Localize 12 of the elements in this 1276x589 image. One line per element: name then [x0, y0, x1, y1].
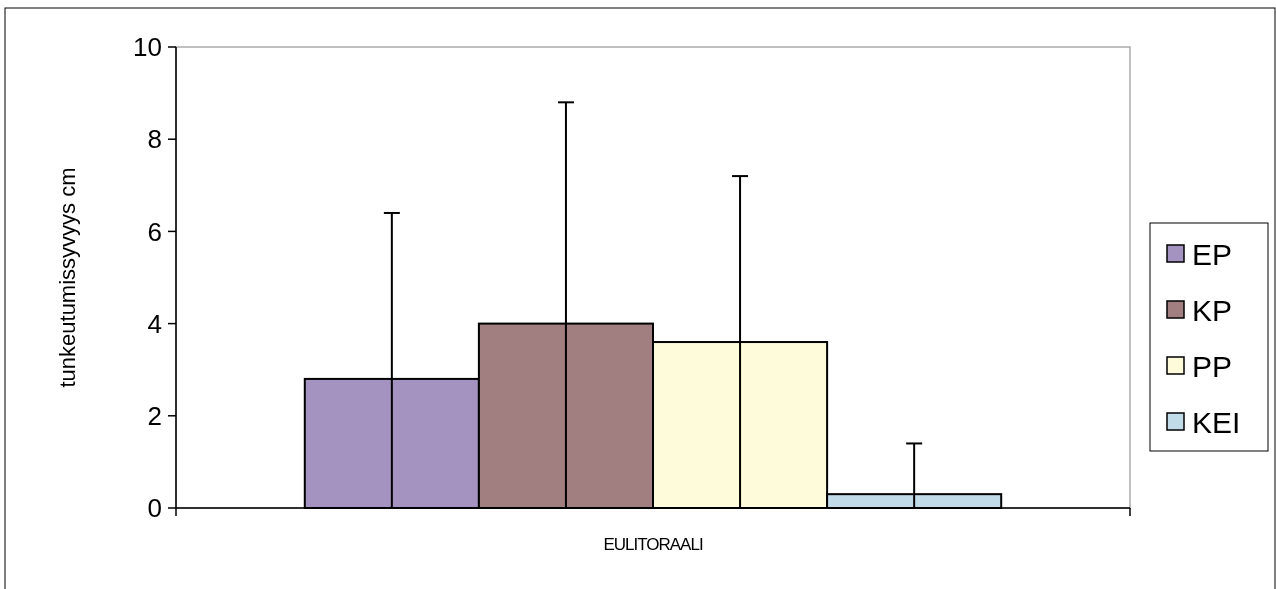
y-tick-label: 6: [147, 216, 162, 247]
y-tick-label: 2: [147, 400, 162, 431]
legend-label: KEI: [1192, 405, 1241, 439]
y-tick-label: 4: [147, 308, 162, 339]
legend-label: KP: [1192, 293, 1233, 327]
y-tick-label: 8: [147, 124, 162, 155]
y-tick-label: 10: [133, 32, 162, 63]
legend-label: PP: [1192, 349, 1233, 383]
x-tick-label: EULITORAALI: [603, 535, 703, 554]
y-tick-label: 0: [147, 493, 162, 524]
y-axis-title: tunkeutumissyvyys cm: [55, 167, 80, 388]
legend-label: EP: [1192, 237, 1233, 271]
